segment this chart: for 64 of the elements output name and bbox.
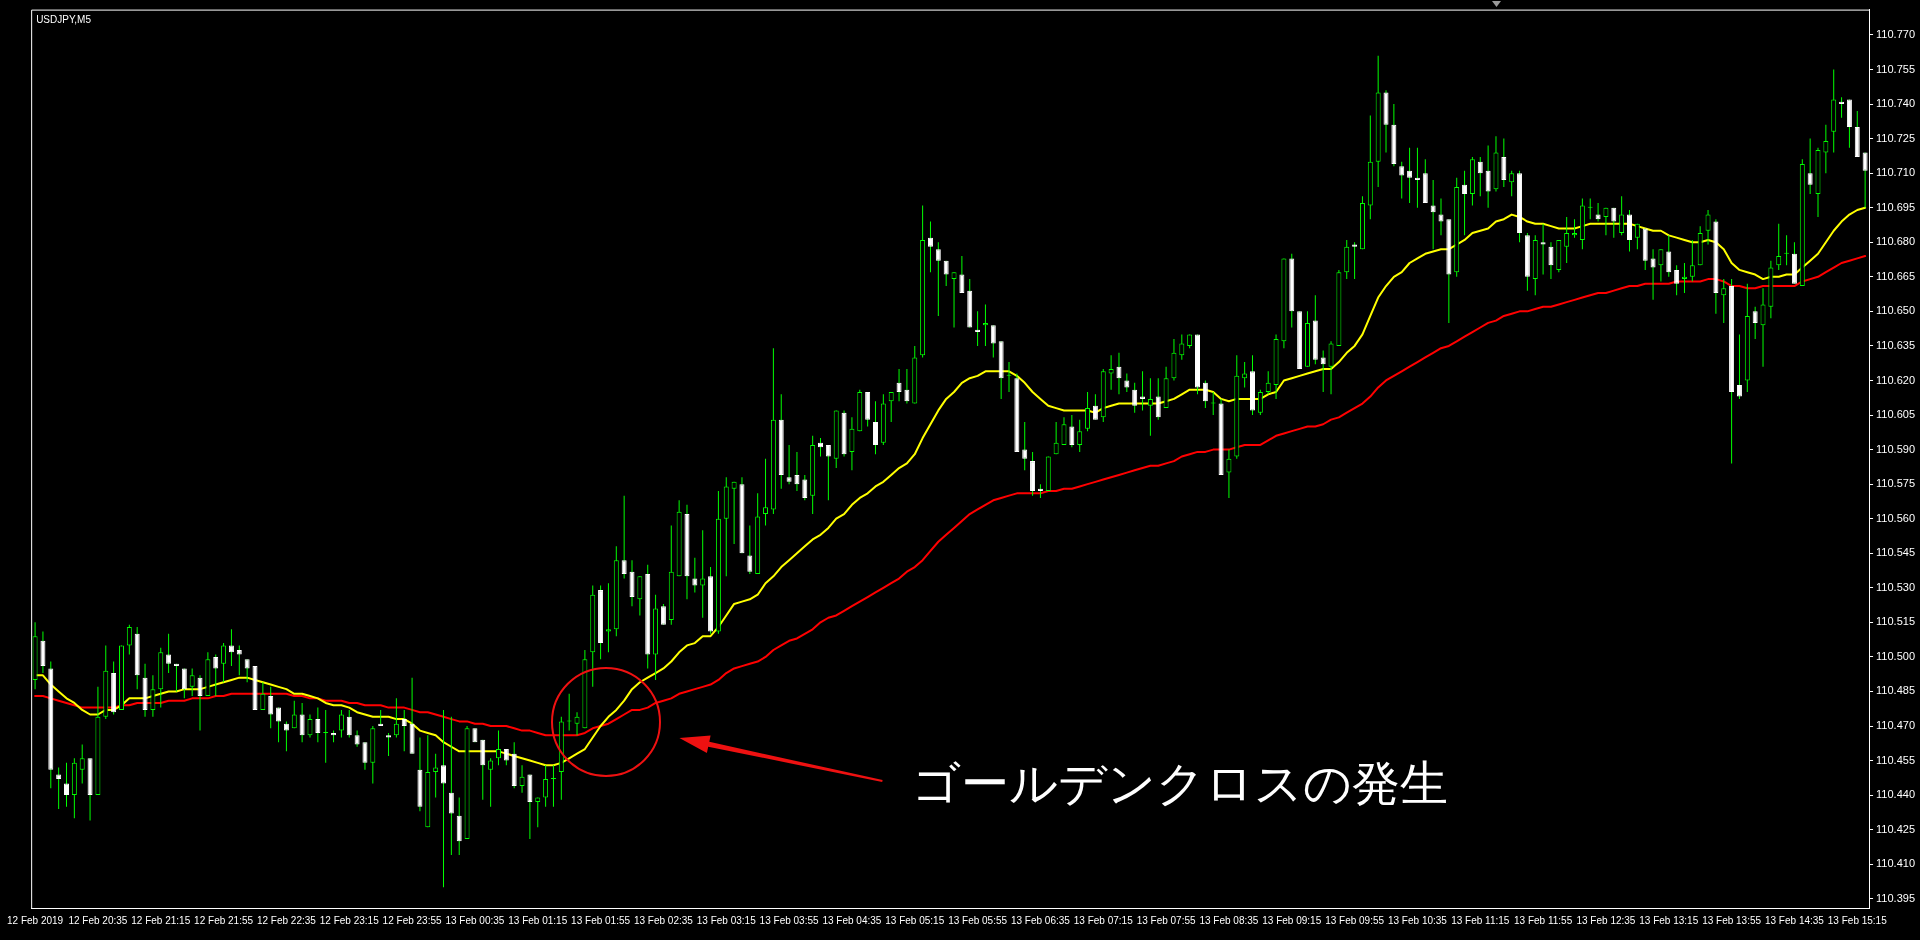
y-tick-label: 110.395 (1876, 891, 1916, 904)
y-tick-label: 110.575 (1876, 477, 1916, 490)
y-tick-label: 110.425 (1876, 822, 1916, 835)
x-tick-label: 13 Feb 03:15 (696, 914, 757, 926)
y-tick-label: 110.590 (1876, 442, 1916, 455)
candlestick (1430, 180, 1436, 250)
x-tick-label: 13 Feb 01:15 (508, 914, 568, 926)
x-tick-label: 12 Feb 20:35 (68, 914, 128, 926)
y-tick-label: 110.725 (1876, 131, 1916, 144)
candlestick (56, 767, 62, 809)
y-tick-label: 110.470 (1876, 719, 1916, 732)
candlestick (550, 765, 556, 807)
x-tick-label: 13 Feb 06:35 (1010, 914, 1071, 926)
x-tick-label: 13 Feb 15:15 (1827, 914, 1888, 926)
y-tick-label: 110.650 (1876, 304, 1916, 317)
x-tick-label: 13 Feb 14:35 (1764, 914, 1825, 926)
x-tick-label: 12 Feb 2019 (7, 914, 64, 926)
x-tick-label: 12 Feb 23:15 (319, 914, 380, 926)
chart-title: USDJPY,M5 (36, 13, 91, 26)
y-tick-label: 110.530 (1876, 580, 1916, 593)
x-tick-label: 13 Feb 08:35 (1199, 914, 1259, 926)
y-tick-label: 110.500 (1876, 649, 1916, 662)
x-tick-label: 13 Feb 11:55 (1514, 914, 1573, 926)
y-tick-label: 110.665 (1876, 269, 1916, 282)
y-tick-label: 110.710 (1876, 166, 1916, 179)
x-tick-label: 13 Feb 03:55 (759, 914, 819, 926)
y-tick-label: 110.635 (1876, 338, 1916, 351)
x-tick-label: 13 Feb 13:55 (1702, 914, 1762, 926)
y-tick-label: 110.545 (1876, 546, 1916, 559)
annotation: ゴールデンクロスの発生 (912, 754, 1449, 811)
x-tick-label: 13 Feb 02:35 (633, 914, 694, 926)
x-tick-label: 13 Feb 00:35 (445, 914, 505, 926)
candlestick (763, 458, 769, 526)
y-tick-label: 110.440 (1876, 788, 1916, 801)
x-tick-label: 13 Feb 09:55 (1325, 914, 1385, 926)
x-tick-label: 12 Feb 21:15 (131, 914, 191, 926)
x-tick-label: 13 Feb 05:15 (885, 914, 945, 926)
x-tick-label: 13 Feb 07:15 (1073, 914, 1134, 926)
x-tick-label: 13 Feb 09:15 (1262, 914, 1322, 926)
y-tick-label: 110.410 (1876, 857, 1916, 870)
x-tick-label: 13 Feb 07:55 (1136, 914, 1196, 926)
candlestick (1540, 223, 1546, 275)
y-tick-label: 110.515 (1876, 615, 1916, 628)
y-tick-label: 110.620 (1876, 373, 1916, 386)
x-tick-label: 13 Feb 10:35 (1387, 914, 1448, 926)
x-tick-label: 13 Feb 11:15 (1451, 914, 1510, 926)
x-tick-label: 13 Feb 12:35 (1576, 914, 1636, 926)
x-tick-label: 13 Feb 05:55 (948, 914, 1008, 926)
y-tick-label: 110.485 (1876, 684, 1916, 697)
y-tick-label: 110.770 (1876, 27, 1916, 40)
y-tick-label: 110.740 (1876, 97, 1916, 110)
y-tick-label: 110.455 (1876, 753, 1916, 766)
candlestick (605, 583, 611, 653)
x-tick-label: 13 Feb 04:35 (822, 914, 882, 926)
x-tick-label: 13 Feb 01:55 (571, 914, 631, 926)
y-tick-label: 110.695 (1876, 200, 1916, 213)
y-tick-label: 110.680 (1876, 235, 1916, 248)
y-tick-label: 110.755 (1876, 62, 1916, 75)
y-tick-label: 110.605 (1876, 408, 1916, 421)
x-tick-label: 12 Feb 21:55 (194, 914, 254, 926)
y-tick-label: 110.560 (1876, 511, 1916, 524)
x-tick-label: 12 Feb 22:35 (256, 914, 317, 926)
x-tick-label: 12 Feb 23:55 (382, 914, 442, 926)
x-tick-label: 13 Feb 13:15 (1639, 914, 1699, 926)
